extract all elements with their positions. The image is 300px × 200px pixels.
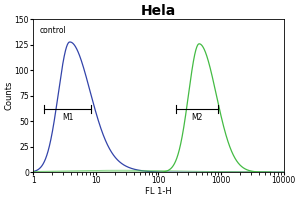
Y-axis label: Counts: Counts: [4, 81, 13, 110]
Text: M2: M2: [191, 113, 203, 122]
Text: M1: M1: [62, 113, 74, 122]
X-axis label: FL 1-H: FL 1-H: [145, 187, 172, 196]
Title: Hela: Hela: [141, 4, 176, 18]
Text: control: control: [40, 26, 66, 35]
